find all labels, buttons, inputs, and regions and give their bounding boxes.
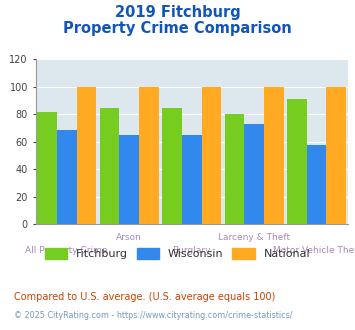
Bar xyxy=(202,87,221,224)
Bar xyxy=(119,135,139,224)
Bar xyxy=(327,87,346,224)
Text: Larceny & Theft: Larceny & Theft xyxy=(218,233,290,242)
Bar xyxy=(57,129,77,224)
Text: Motor Vehicle Theft: Motor Vehicle Theft xyxy=(273,246,355,255)
Text: Burglary: Burglary xyxy=(173,246,211,255)
Bar xyxy=(244,124,264,224)
Bar xyxy=(307,145,327,224)
Bar xyxy=(287,99,307,224)
Bar xyxy=(162,108,182,224)
Text: © 2025 CityRating.com - https://www.cityrating.com/crime-statistics/: © 2025 CityRating.com - https://www.city… xyxy=(14,311,293,320)
Text: Compared to U.S. average. (U.S. average equals 100): Compared to U.S. average. (U.S. average … xyxy=(14,292,275,302)
Bar xyxy=(264,87,284,224)
Legend: Fitchburg, Wisconsin, National: Fitchburg, Wisconsin, National xyxy=(40,244,315,263)
Text: Property Crime Comparison: Property Crime Comparison xyxy=(63,21,292,36)
Bar xyxy=(37,112,57,224)
Bar xyxy=(225,115,244,224)
Bar xyxy=(182,135,202,224)
Text: All Property Crime: All Property Crime xyxy=(26,246,108,255)
Bar xyxy=(139,87,159,224)
Text: Arson: Arson xyxy=(116,233,142,242)
Bar xyxy=(77,87,96,224)
Bar xyxy=(100,108,119,224)
Text: 2019 Fitchburg: 2019 Fitchburg xyxy=(115,5,240,20)
